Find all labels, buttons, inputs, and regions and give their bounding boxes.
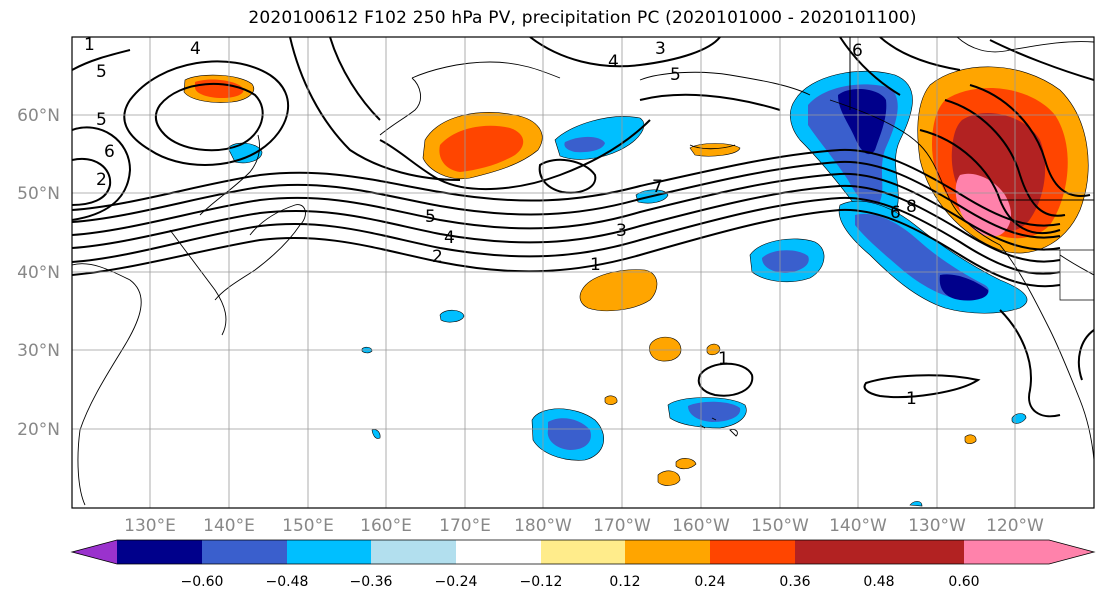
colorbar-label: −0.60 [181,574,224,590]
contour-label: 2 [432,247,443,267]
lon-label: 150°E [282,516,334,536]
colorbar-segment [456,540,541,564]
lon-label: 130°W [908,516,966,536]
colorbar-segment [964,540,1049,564]
contour-label: 1 [84,35,95,55]
lat-label: 20°N [17,420,60,440]
colorbar-label: −0.24 [435,574,478,590]
contour-label: 1 [718,349,729,369]
colorbar-label: −0.12 [520,574,563,590]
colorbar: −0.60 −0.48 −0.36 −0.24 −0.12 0.12 0.24 … [70,539,1096,590]
contour-label: 5 [96,110,107,130]
coastlines [72,37,1094,506]
contour-label: 1 [906,389,917,409]
colorbar-extend-low [72,540,117,564]
colorbar-outline [70,539,1096,565]
lat-label: 50°N [17,184,60,204]
lon-label: 160°W [672,516,730,536]
contour-label: 6 [104,142,115,162]
longitude-labels: 130°E 140°E 150°E 160°E 170°E 180°W 170°… [124,516,1044,536]
contour-label: 2 [96,170,107,190]
lon-label: 140°W [829,516,887,536]
colorbar-segment [710,540,795,564]
gridlines [72,37,1094,508]
contour-label: 8 [906,197,917,217]
lon-label: 160°E [360,516,412,536]
contour-label: 3 [655,39,666,59]
colorbar-segment [879,540,964,564]
contour-label: 1 [590,255,601,275]
colorbar-segment [795,540,879,564]
contour-label: 4 [444,228,455,248]
contour-label: 3 [616,221,627,241]
colorbar-label: −0.48 [266,574,309,590]
colorbar-label: 0.48 [863,574,894,590]
colorbar-label: 0.60 [948,574,979,590]
map-frame [71,36,1095,509]
colorbar-segment [371,540,456,564]
contour-label: 5 [96,62,107,82]
colorbar-extend-high [1049,540,1094,564]
colorbar-label: 0.36 [779,574,810,590]
contour-labels: 1 2 3 4 5 6 7 8 5 6 5 4 1 1 1 2 6 4 3 5 [84,35,917,409]
lat-label: 40°N [17,263,60,283]
map-content: 1 2 3 4 5 6 7 8 5 6 5 4 1 1 1 2 6 4 3 5 [72,35,1094,508]
colorbar-labels: −0.60 −0.48 −0.36 −0.24 −0.12 0.12 0.24 … [181,574,980,590]
contour-label: 6 [852,41,863,61]
lat-label: 60°N [17,106,60,126]
lon-label: 130°E [124,516,176,536]
lon-label: 150°W [751,516,809,536]
colorbar-segment [202,540,287,564]
figure-title: 2020100612 F102 250 hPa PV, precipitatio… [248,8,917,28]
lon-label: 180°W [514,516,572,536]
contour-label: 7 [652,177,663,197]
contour-label: 5 [670,65,681,85]
colorbar-segment [541,540,625,564]
contour-label: 5 [425,207,436,227]
latitude-labels: 60°N 50°N 40°N 30°N 20°N [17,106,60,440]
lat-label: 30°N [17,341,60,361]
colorbar-segment [625,540,710,564]
colorbar-label: −0.36 [350,574,393,590]
lon-label: 140°E [203,516,255,536]
lon-label: 170°W [593,516,651,536]
contour-label: 6 [890,203,901,223]
lon-label: 120°W [986,516,1044,536]
contour-label: 4 [608,52,619,72]
colorbar-segment [287,540,371,564]
lon-label: 170°E [439,516,491,536]
colorbar-segment [117,540,202,564]
colorbar-label: 0.24 [694,574,725,590]
contour-label: 4 [190,39,201,59]
colorbar-label: 0.12 [609,574,640,590]
